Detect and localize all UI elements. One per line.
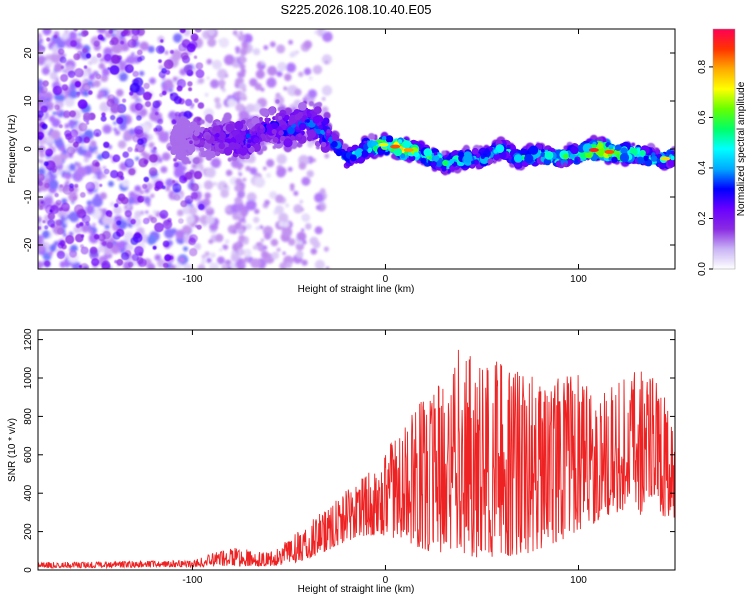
colorbar-tick-label: 0.0 [697,262,708,276]
snr-y-tick-label: 400 [23,484,34,501]
snr-y-label: SNR (10 * v/v) [7,418,18,482]
colorbar-tick-label: 0.4 [697,161,708,175]
spectrogram-y-tick-label: 20 [23,47,34,59]
spectrogram-y-tick-label: -20 [23,237,34,252]
colorbar-label: Normalized spectral amplitude [736,81,747,216]
colorbar-frame [712,28,736,270]
snr-panel: 0 200 400 600 800 1000 1200 -100 0 100 Height of… [7,328,676,595]
snr-y-tick-label: 800 [23,408,34,425]
snr-y-tick-label: 1200 [23,328,34,351]
snr-x-ticks: -100 0 100 [182,330,587,586]
colorbar-ticks: 0.0 0.2 0.4 0.6 0.8 [697,60,713,276]
snr-y-tick-label: 0 [23,567,34,573]
colorbar-gradient [713,29,735,269]
snr-x-label: Height of straight line (km) [298,584,415,595]
spectrogram-heatmap [38,29,675,269]
spectrogram-x-tick-label: 0 [383,274,389,285]
spectrogram-y-tick-label: 0 [23,146,34,152]
colorbar-tick-label: 0.8 [697,60,708,74]
spectrogram-x-tick-label: -100 [182,274,202,285]
snr-x-tick-label: 0 [383,575,389,586]
snr-y-tick-label: 1000 [23,366,34,389]
colorbar-tick-label: 0.6 [697,110,708,124]
spectrogram-y-label: Frequency (Hz) [7,115,18,184]
figure-title: S225.2026.108.10.40.E05 [280,2,431,17]
spectrogram-x-tick-label: 100 [570,274,587,285]
snr-x-tick-label: 100 [570,575,587,586]
colorbar: 0.0 0.2 0.4 0.6 0.8 Normalized spectral ampl… [697,28,747,276]
snr-series-line [38,349,675,570]
snr-y-tick-label: 200 [23,523,34,540]
snr-x-tick-label: -100 [182,575,202,586]
snr-y-tick-label: 600 [23,446,34,463]
colorbar-tick-label: 0.2 [697,211,708,225]
snr-y-ticks: 0 200 400 600 800 1000 1200 [23,328,675,573]
spectrogram-x-label: Height of straight line (km) [298,284,415,295]
spectrogram-y-tick-label: 10 [23,95,34,107]
spectrogram-x-ticks: -100 0 100 [182,29,587,285]
snr-frame [37,329,676,571]
spectrogram-y-ticks: -20 -10 0 10 20 [23,47,675,252]
spectrogram-y-tick-label: -10 [23,189,34,204]
